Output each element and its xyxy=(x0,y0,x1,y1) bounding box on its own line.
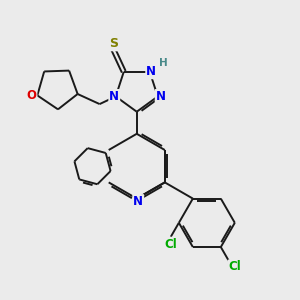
Text: O: O xyxy=(26,89,36,102)
Text: N: N xyxy=(133,195,143,208)
Text: S: S xyxy=(109,37,118,50)
Text: Cl: Cl xyxy=(164,238,177,251)
Text: N: N xyxy=(109,90,119,103)
Text: Cl: Cl xyxy=(228,260,241,273)
Text: H: H xyxy=(159,58,167,68)
Text: N: N xyxy=(156,90,166,103)
Text: N: N xyxy=(146,65,156,78)
